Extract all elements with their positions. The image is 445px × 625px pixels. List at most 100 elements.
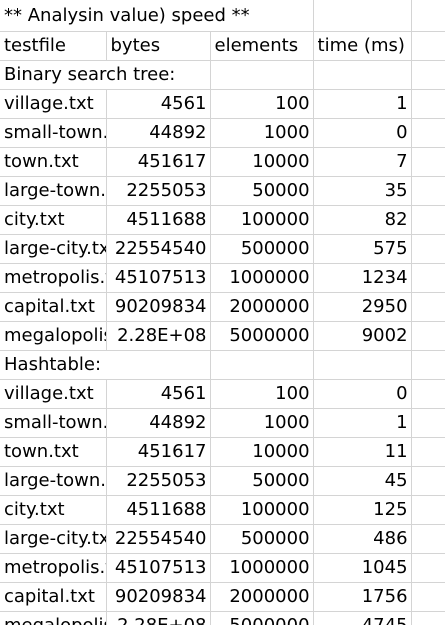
- header-cell-time[interactable]: time (ms): [313, 31, 411, 60]
- empty-cell[interactable]: [210, 60, 313, 89]
- cell-testfile[interactable]: capital.txt: [0, 292, 106, 321]
- empty-cell[interactable]: [411, 118, 445, 147]
- cell-bytes[interactable]: 4511688: [106, 495, 210, 524]
- empty-cell[interactable]: [411, 147, 445, 176]
- cell-bytes[interactable]: 45107513: [106, 553, 210, 582]
- cell-time[interactable]: 82: [313, 205, 411, 234]
- empty-cell[interactable]: [411, 408, 445, 437]
- cell-time[interactable]: 0: [313, 379, 411, 408]
- empty-cell[interactable]: [411, 350, 445, 379]
- cell-testfile[interactable]: large-town.txt: [0, 176, 106, 205]
- cell-elements[interactable]: 5000000: [210, 611, 313, 625]
- cell-elements[interactable]: 1000000: [210, 553, 313, 582]
- cell-time[interactable]: 35: [313, 176, 411, 205]
- cell-elements[interactable]: 100: [210, 89, 313, 118]
- cell-time[interactable]: 7: [313, 147, 411, 176]
- empty-cell[interactable]: [411, 379, 445, 408]
- cell-testfile[interactable]: megalopolis.txt: [0, 611, 106, 625]
- cell-elements[interactable]: 100: [210, 379, 313, 408]
- empty-cell[interactable]: [411, 292, 445, 321]
- cell-time[interactable]: 1045: [313, 553, 411, 582]
- cell-time[interactable]: 1234: [313, 263, 411, 292]
- empty-cell[interactable]: [411, 60, 445, 89]
- cell-elements[interactable]: 100000: [210, 495, 313, 524]
- empty-cell[interactable]: [411, 495, 445, 524]
- header-cell-testfile[interactable]: testfile: [0, 31, 106, 60]
- empty-cell[interactable]: [210, 350, 313, 379]
- cell-time[interactable]: 125: [313, 495, 411, 524]
- cell-elements[interactable]: 1000: [210, 408, 313, 437]
- cell-bytes[interactable]: 451617: [106, 147, 210, 176]
- header-cell-bytes[interactable]: bytes: [106, 31, 210, 60]
- cell-bytes[interactable]: 451617: [106, 437, 210, 466]
- cell-time[interactable]: 2950: [313, 292, 411, 321]
- cell-testfile[interactable]: town.txt: [0, 147, 106, 176]
- cell-bytes[interactable]: 2.28E+08: [106, 321, 210, 350]
- cell-time[interactable]: 45: [313, 466, 411, 495]
- empty-cell[interactable]: [411, 582, 445, 611]
- cell-time[interactable]: 0: [313, 118, 411, 147]
- section-label-cell[interactable]: Hashtable:: [0, 350, 210, 379]
- cell-bytes[interactable]: 4511688: [106, 205, 210, 234]
- cell-bytes[interactable]: 90209834: [106, 292, 210, 321]
- cell-elements[interactable]: 500000: [210, 524, 313, 553]
- cell-time[interactable]: 1: [313, 408, 411, 437]
- empty-cell[interactable]: [313, 0, 411, 31]
- cell-time[interactable]: 575: [313, 234, 411, 263]
- cell-elements[interactable]: 2000000: [210, 582, 313, 611]
- empty-cell[interactable]: [411, 176, 445, 205]
- cell-testfile[interactable]: metropolis.txt: [0, 263, 106, 292]
- cell-testfile[interactable]: small-town.txt: [0, 118, 106, 147]
- empty-cell[interactable]: [313, 60, 411, 89]
- cell-elements[interactable]: 50000: [210, 176, 313, 205]
- cell-testfile[interactable]: small-town.txt: [0, 408, 106, 437]
- section-label-cell[interactable]: Binary search tree:: [0, 60, 210, 89]
- cell-bytes[interactable]: 22554540: [106, 234, 210, 263]
- empty-cell[interactable]: [411, 234, 445, 263]
- cell-testfile[interactable]: city.txt: [0, 495, 106, 524]
- cell-elements[interactable]: 10000: [210, 437, 313, 466]
- cell-bytes[interactable]: 44892: [106, 408, 210, 437]
- cell-elements[interactable]: 10000: [210, 147, 313, 176]
- cell-time[interactable]: 9002: [313, 321, 411, 350]
- cell-time[interactable]: 486: [313, 524, 411, 553]
- cell-testfile[interactable]: large-town.txt: [0, 466, 106, 495]
- cell-testfile[interactable]: large-city.txt: [0, 524, 106, 553]
- cell-bytes[interactable]: 45107513: [106, 263, 210, 292]
- cell-testfile[interactable]: village.txt: [0, 379, 106, 408]
- cell-elements[interactable]: 1000: [210, 118, 313, 147]
- cell-bytes[interactable]: 2.28E+08: [106, 611, 210, 625]
- empty-cell[interactable]: [313, 350, 411, 379]
- cell-testfile[interactable]: capital.txt: [0, 582, 106, 611]
- cell-time[interactable]: 1: [313, 89, 411, 118]
- cell-elements[interactable]: 500000: [210, 234, 313, 263]
- cell-elements[interactable]: 2000000: [210, 292, 313, 321]
- empty-cell[interactable]: [411, 263, 445, 292]
- empty-cell[interactable]: [411, 553, 445, 582]
- cell-elements[interactable]: 5000000: [210, 321, 313, 350]
- cell-elements[interactable]: 1000000: [210, 263, 313, 292]
- cell-bytes[interactable]: 2255053: [106, 176, 210, 205]
- cell-bytes[interactable]: 4561: [106, 89, 210, 118]
- cell-testfile[interactable]: megalopolis.txt: [0, 321, 106, 350]
- cell-testfile[interactable]: village.txt: [0, 89, 106, 118]
- cell-elements[interactable]: 50000: [210, 466, 313, 495]
- cell-bytes[interactable]: 90209834: [106, 582, 210, 611]
- cell-bytes[interactable]: 44892: [106, 118, 210, 147]
- cell-time[interactable]: 1756: [313, 582, 411, 611]
- empty-cell[interactable]: [411, 31, 445, 60]
- cell-time[interactable]: 4745: [313, 611, 411, 625]
- empty-cell[interactable]: [411, 321, 445, 350]
- empty-cell[interactable]: [411, 524, 445, 553]
- title-cell[interactable]: ** Analysin value) speed **: [0, 0, 313, 31]
- empty-cell[interactable]: [411, 205, 445, 234]
- empty-cell[interactable]: [411, 611, 445, 625]
- cell-bytes[interactable]: 2255053: [106, 466, 210, 495]
- empty-cell[interactable]: [411, 466, 445, 495]
- empty-cell[interactable]: [411, 0, 445, 31]
- cell-bytes[interactable]: 22554540: [106, 524, 210, 553]
- empty-cell[interactable]: [411, 437, 445, 466]
- cell-testfile[interactable]: large-city.txt: [0, 234, 106, 263]
- empty-cell[interactable]: [411, 89, 445, 118]
- cell-elements[interactable]: 100000: [210, 205, 313, 234]
